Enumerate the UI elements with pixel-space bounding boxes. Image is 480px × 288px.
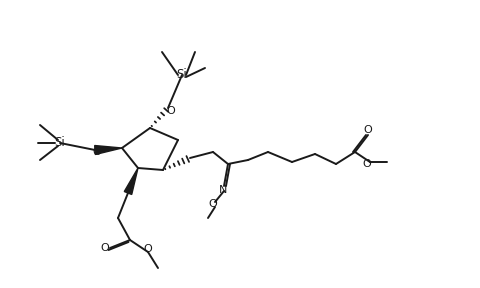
Text: Si: Si [176,69,187,82]
Text: O: O [362,159,371,169]
Text: O: O [93,147,101,157]
Text: O: O [208,199,217,209]
Text: O: O [100,243,109,253]
Text: O: O [363,125,372,135]
Text: Si: Si [55,137,65,149]
Text: O: O [144,244,152,254]
Polygon shape [95,145,122,154]
Text: N: N [218,185,227,195]
Polygon shape [124,168,138,194]
Text: O: O [166,106,175,116]
